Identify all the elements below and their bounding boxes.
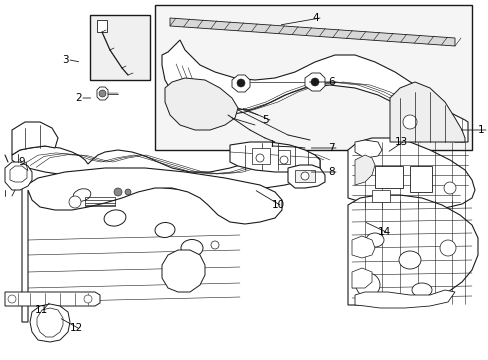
- Polygon shape: [389, 82, 464, 142]
- Polygon shape: [354, 290, 454, 308]
- Polygon shape: [12, 146, 319, 192]
- Text: 5: 5: [262, 115, 268, 125]
- Ellipse shape: [73, 189, 91, 201]
- Text: 3: 3: [62, 55, 68, 65]
- Bar: [294, 170, 314, 182]
- Circle shape: [355, 273, 379, 297]
- Ellipse shape: [411, 283, 431, 297]
- Circle shape: [301, 172, 308, 180]
- Polygon shape: [231, 75, 249, 92]
- Circle shape: [99, 90, 106, 97]
- Polygon shape: [287, 165, 325, 188]
- Polygon shape: [170, 18, 454, 46]
- Polygon shape: [5, 292, 100, 306]
- Polygon shape: [162, 250, 204, 292]
- Circle shape: [310, 78, 318, 86]
- Bar: [278, 150, 289, 164]
- Bar: [251, 148, 269, 164]
- Text: 1: 1: [477, 125, 484, 135]
- Polygon shape: [351, 236, 374, 258]
- Bar: [97, 20, 107, 32]
- Circle shape: [443, 182, 455, 194]
- Bar: [371, 190, 389, 202]
- Ellipse shape: [175, 256, 195, 274]
- Bar: [409, 166, 431, 192]
- Text: 7: 7: [327, 143, 334, 153]
- Polygon shape: [354, 140, 381, 158]
- Text: 12: 12: [70, 323, 83, 333]
- Circle shape: [114, 188, 122, 196]
- Text: 11: 11: [35, 305, 48, 315]
- Text: 4: 4: [311, 13, 318, 23]
- Circle shape: [210, 241, 219, 249]
- Circle shape: [8, 295, 16, 303]
- Text: 8: 8: [327, 167, 334, 177]
- Polygon shape: [305, 73, 325, 91]
- Polygon shape: [12, 122, 58, 155]
- Polygon shape: [162, 40, 467, 142]
- Ellipse shape: [104, 210, 126, 226]
- Polygon shape: [347, 195, 477, 306]
- Text: 10: 10: [271, 200, 285, 210]
- Polygon shape: [351, 268, 371, 288]
- Circle shape: [84, 295, 92, 303]
- Bar: [90, 15, 150, 80]
- Polygon shape: [30, 304, 70, 342]
- Circle shape: [402, 115, 416, 129]
- Circle shape: [125, 189, 131, 195]
- Text: 9: 9: [18, 157, 24, 167]
- Ellipse shape: [365, 233, 383, 247]
- Polygon shape: [354, 155, 374, 185]
- Polygon shape: [97, 87, 108, 100]
- Polygon shape: [5, 162, 32, 190]
- Polygon shape: [347, 138, 474, 210]
- Circle shape: [237, 79, 244, 87]
- Polygon shape: [164, 78, 238, 130]
- Polygon shape: [22, 168, 282, 322]
- Text: 13: 13: [394, 137, 407, 147]
- Circle shape: [439, 240, 455, 256]
- Text: 2: 2: [75, 93, 81, 103]
- Polygon shape: [229, 142, 319, 172]
- Circle shape: [69, 196, 81, 208]
- Ellipse shape: [181, 239, 203, 256]
- Ellipse shape: [398, 251, 420, 269]
- Bar: [374, 166, 402, 188]
- Text: 6: 6: [327, 77, 334, 87]
- Text: 14: 14: [377, 227, 390, 237]
- Circle shape: [280, 156, 287, 164]
- Bar: [85, 197, 115, 206]
- Bar: [155, 5, 471, 150]
- Circle shape: [256, 154, 264, 162]
- Ellipse shape: [155, 222, 175, 238]
